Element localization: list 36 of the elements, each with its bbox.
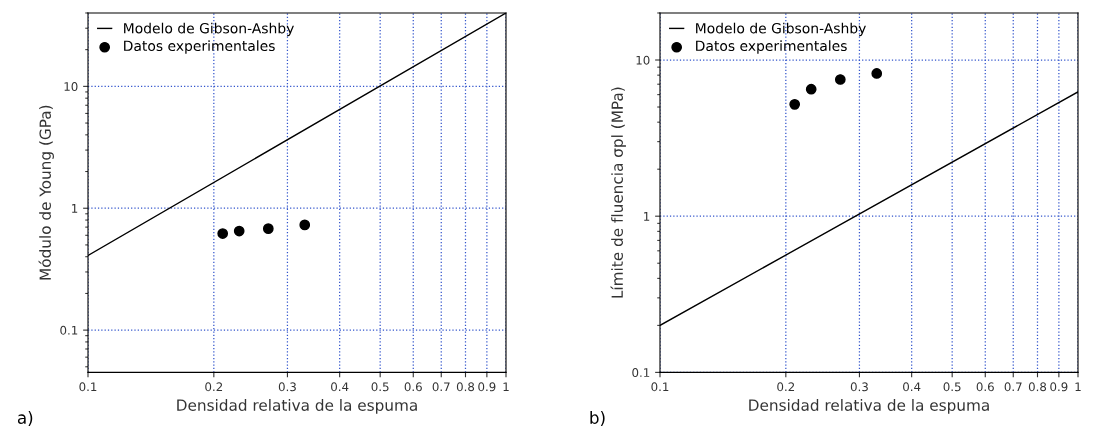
y-tick-label: 10 [64, 82, 78, 92]
text: a) [17, 411, 33, 426]
y-axis-title: Límite de fluencia σpl (MPa) [610, 87, 626, 298]
x-tick-label: 0.2 [777, 382, 795, 392]
legend-label: Datos experimentales [696, 40, 847, 54]
x-tick-label: 0.6 [404, 382, 422, 392]
y-axis-title: Módulo de Young (GPa) [38, 105, 54, 280]
x-tick-label: 0.9 [478, 382, 496, 392]
x-axis-title: Densidad relativa de la espuma [749, 399, 989, 414]
x-tick-label: 0.4 [903, 382, 921, 392]
legend-label: Modelo de Gibson-Ashby [124, 22, 294, 37]
x-tick-label: 0.1 [79, 382, 97, 392]
y-tick-label: 1 [644, 212, 650, 221]
x-axis-title: Densidad relativa de la espuma [177, 399, 417, 414]
x-tick-label: 0.8 [456, 382, 475, 392]
x-tick-label: 0.7 [432, 382, 450, 392]
x-tick-label: 0.6 [976, 382, 994, 392]
x-tick-label: 0.9 [1050, 382, 1068, 392]
x-tick-label: 0.3 [278, 382, 296, 392]
legend-label: Datos experimentales [124, 40, 275, 54]
y-tick-label: 0.1 [632, 368, 650, 378]
x-tick-label: 0.3 [850, 382, 868, 392]
x-tick-label: 0.2 [205, 382, 223, 392]
x-tick-label: 0.4 [331, 382, 349, 392]
legend-label: Modelo de Gibson-Ashby [696, 22, 866, 37]
x-tick-label: 0.1 [651, 382, 669, 392]
x-tick-label: 1 [503, 382, 509, 392]
x-tick-label: 1 [1075, 382, 1081, 392]
x-tick-label: 0.7 [1004, 382, 1022, 392]
y-tick-label: 0.1 [60, 325, 78, 335]
text: b) [590, 411, 605, 426]
x-tick-label: 0.5 [371, 382, 389, 392]
x-tick-label: 0.5 [943, 382, 961, 392]
y-tick-label: 1 [72, 204, 78, 213]
x-tick-label: 0.8 [1028, 382, 1047, 392]
y-tick-label: 10 [636, 55, 650, 65]
